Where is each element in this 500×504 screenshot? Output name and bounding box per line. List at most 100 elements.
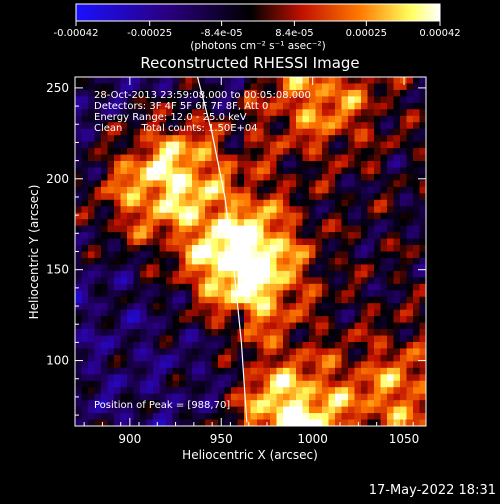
heatmap-cell [387,199,395,207]
heatmap-cell [250,393,258,401]
heatmap-cell [393,212,401,220]
colorbar-tick-label: 8.4e-05 [275,28,313,39]
heatmap-cell [413,245,421,253]
heatmap-cell [400,277,408,285]
heatmap-cell [94,264,102,272]
heatmap-cell [374,206,382,214]
heatmap-cell [322,148,330,156]
heatmap-cell [88,361,96,369]
heatmap-cell [133,96,141,104]
heatmap-cell [224,167,232,175]
heatmap-cell [367,89,375,97]
heatmap-cell [380,219,388,227]
heatmap-cell [218,102,226,110]
heatmap-cell [146,102,154,110]
heatmap-cell [133,277,141,285]
heatmap-cell [75,128,83,136]
heatmap-cell [374,161,382,169]
heatmap-cell [328,245,336,253]
heatmap-cell [88,148,96,156]
heatmap-cell [393,193,401,201]
heatmap-cell [205,316,213,324]
heatmap-cell [81,167,89,175]
heatmap-cell [237,212,245,220]
heatmap-cell [172,199,180,207]
heatmap-cell [328,232,336,240]
heatmap-cell [140,393,148,401]
heatmap-cell [348,135,356,143]
heatmap-cell [419,290,426,298]
heatmap-cell [315,406,323,414]
heatmap-cell [166,393,174,401]
heatmap-cell [406,257,414,266]
heatmap-cell [159,296,167,304]
heatmap-cell [127,257,135,266]
heatmap-cell [120,400,128,408]
heatmap-cell [94,400,102,408]
heatmap-cell [211,83,219,91]
heatmap-cell [75,406,83,414]
heatmap-cell [172,303,180,311]
heatmap-cell [328,167,336,175]
heatmap-cell [309,316,317,324]
heatmap-cell [276,257,284,266]
heatmap-cell [413,264,421,272]
heatmap-cell [218,167,226,175]
heatmap-cell [309,96,317,104]
heatmap-cell [374,419,382,426]
heatmap-cell [257,238,265,246]
heatmap-cell [413,83,421,91]
heatmap-cell [127,400,135,408]
heatmap-cell [296,238,304,246]
heatmap-cell [328,374,336,382]
heatmap-cell [224,303,232,311]
heatmap-cell [218,141,226,149]
heatmap-cell [270,238,278,246]
heatmap-cell [276,96,284,104]
heatmap-cell [107,245,115,253]
heatmap-cell [120,413,128,421]
heatmap-cell [335,283,343,291]
heatmap-cell [127,341,135,350]
heatmap-cell [244,361,252,369]
heatmap-cell [140,154,148,162]
heatmap-cell [114,387,122,395]
heatmap-cell [140,257,148,266]
heatmap-cell [231,161,239,169]
heatmap-cell [198,193,206,201]
heatmap-cell [328,277,336,285]
heatmap-cell [361,128,369,136]
heatmap-cell [270,135,278,143]
heatmap-cell [302,367,310,375]
heatmap-cell [263,219,271,227]
heatmap-cell [361,367,369,375]
heatmap-cell [406,83,414,91]
heatmap-cell [367,290,375,298]
heatmap-cell [374,122,382,130]
heatmap-cell [237,303,245,311]
heatmap-cell [172,77,180,85]
heatmap-cell [419,135,426,143]
heatmap-cell [296,380,304,388]
heatmap-cell [309,238,317,246]
heatmap-cell [380,367,388,375]
heatmap-cell [172,115,180,123]
heatmap-cell [153,296,161,304]
heatmap-cell [419,225,426,233]
heatmap-cell [393,341,401,350]
heatmap-cell [283,89,291,97]
heatmap-cell [406,232,414,240]
heatmap-cell [406,270,414,278]
annotation-time: 28-Oct-2013 23:59:08.000 to 00:05:08.000 [94,90,311,101]
heatmap-cell [341,161,349,169]
heatmap-cell [75,264,83,272]
heatmap-cell [315,199,323,207]
heatmap-cell [218,206,226,214]
heatmap-cell [335,264,343,272]
heatmap-cell [107,102,115,110]
heatmap-cell [374,393,382,401]
heatmap-cell [328,264,336,272]
heatmap-cell [88,367,96,375]
heatmap-cell [289,225,297,233]
heatmap-cell [250,296,258,304]
